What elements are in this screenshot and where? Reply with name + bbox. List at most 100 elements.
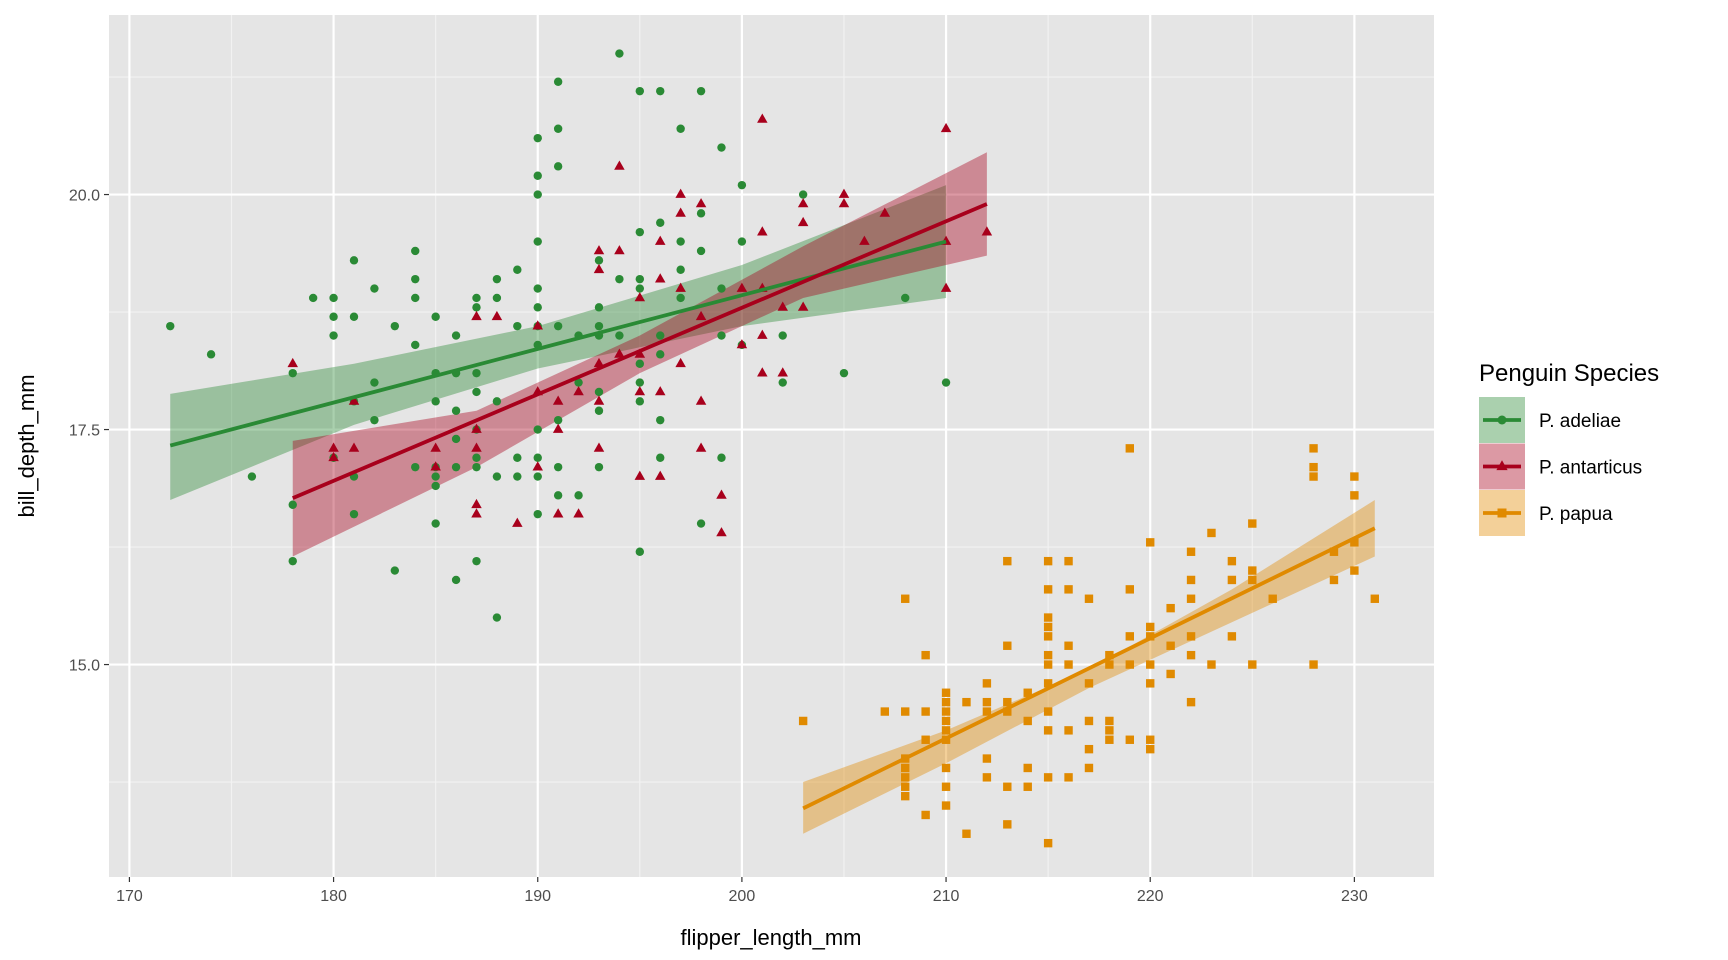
point-triangle	[634, 470, 646, 480]
point-circle	[288, 500, 297, 509]
point-square	[1064, 660, 1073, 669]
point-circle	[717, 284, 726, 293]
point-circle	[451, 462, 461, 472]
point-triangle	[757, 226, 768, 236]
point-square	[1023, 688, 1032, 697]
point-triangle	[471, 442, 482, 452]
point-circle	[308, 293, 318, 303]
point-circle	[166, 321, 175, 331]
point-circle	[370, 415, 379, 425]
point-circle	[288, 556, 297, 566]
regression-lines	[169, 202, 1376, 811]
legend-label: P. antarticus	[1539, 458, 1642, 479]
point-circle	[533, 190, 542, 199]
point-circle	[656, 350, 665, 359]
point-triangle	[532, 461, 543, 471]
point-triangle	[716, 489, 727, 499]
point-circle	[492, 293, 502, 303]
point-square	[1248, 660, 1257, 669]
point-triangle	[654, 273, 666, 283]
point-circle	[411, 462, 420, 472]
point-circle	[472, 293, 481, 303]
point-square	[1207, 528, 1216, 538]
point-circle	[553, 321, 563, 331]
point-square	[1329, 575, 1339, 585]
point-square	[1350, 566, 1359, 575]
point-square	[1023, 763, 1032, 773]
point-square	[1105, 660, 1114, 669]
point-circle	[492, 613, 502, 622]
point-circle	[247, 472, 257, 481]
point-circle	[329, 293, 338, 303]
point-circle	[533, 284, 542, 293]
point-square	[1043, 679, 1053, 688]
point-square	[1125, 444, 1135, 453]
point-circle	[451, 434, 461, 444]
point-square	[1166, 603, 1175, 613]
point-square	[941, 782, 951, 791]
point-circle	[411, 293, 420, 303]
point-circle	[411, 274, 420, 284]
x-tick-label: 190	[524, 888, 551, 905]
point-square	[1064, 726, 1073, 735]
point-circle	[635, 359, 645, 368]
point-square	[921, 707, 930, 716]
point-square	[1084, 744, 1094, 754]
point-circle	[349, 509, 359, 519]
point-square	[1146, 679, 1155, 688]
point-square	[1146, 735, 1155, 744]
point-circle	[615, 49, 624, 58]
y-axis-title: bill_depth_mm	[14, 374, 39, 517]
point-square	[1064, 773, 1073, 782]
point-square	[1186, 632, 1196, 641]
point-circle	[594, 387, 604, 397]
point-circle	[717, 143, 726, 152]
point-square	[941, 697, 951, 707]
point-square	[1125, 735, 1135, 744]
point-triangle	[471, 508, 482, 518]
point-circle	[778, 331, 787, 340]
point-circle	[594, 462, 604, 472]
point-square	[1043, 613, 1053, 622]
point-circle	[656, 415, 665, 425]
point-square	[1309, 444, 1318, 453]
point-triangle	[777, 367, 788, 377]
point-circle	[656, 218, 665, 227]
point-triangle	[736, 282, 748, 292]
point-square	[1043, 556, 1053, 566]
point-circle	[533, 303, 542, 312]
point-circle	[839, 368, 849, 378]
point-triangle	[328, 451, 339, 462]
point-square	[1003, 707, 1012, 716]
y-tick-label: 20.0	[69, 188, 100, 205]
point-circle	[635, 397, 645, 406]
point-circle	[513, 321, 522, 331]
point-square	[982, 707, 992, 716]
point-circle	[635, 274, 645, 284]
point-square	[1186, 697, 1196, 707]
point-triangle	[491, 310, 503, 321]
point-square	[1105, 716, 1114, 726]
point-square	[1105, 650, 1114, 660]
point-square	[1329, 547, 1339, 556]
point-triangle	[797, 198, 809, 208]
point-triangle	[654, 235, 666, 245]
point-circle	[370, 284, 379, 293]
x-tick-label: 170	[116, 888, 143, 905]
regression-line-2	[802, 526, 1376, 811]
point-square	[901, 707, 910, 716]
point-square	[941, 688, 951, 697]
point-square	[1105, 726, 1114, 735]
point-square	[1003, 782, 1012, 791]
point-square	[1268, 594, 1277, 603]
point-circle	[390, 321, 400, 331]
point-circle	[329, 331, 338, 340]
point-square	[1350, 538, 1359, 547]
point-triangle	[757, 367, 768, 377]
point-circle	[472, 368, 481, 378]
point-square	[901, 763, 910, 773]
point-circle	[390, 566, 400, 575]
point-square	[1350, 472, 1359, 481]
point-square	[1084, 716, 1094, 726]
point-circle	[737, 180, 747, 190]
